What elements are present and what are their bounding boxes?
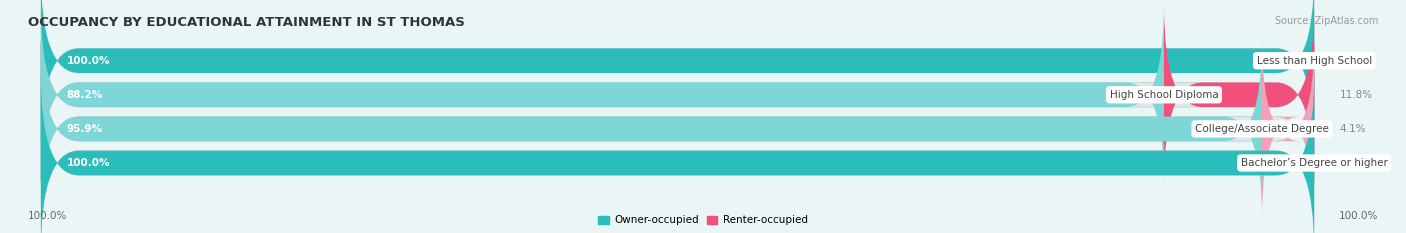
- Text: 11.8%: 11.8%: [1340, 90, 1372, 100]
- FancyBboxPatch shape: [1164, 5, 1315, 185]
- FancyBboxPatch shape: [41, 39, 1263, 219]
- Text: Source: ZipAtlas.com: Source: ZipAtlas.com: [1274, 16, 1378, 26]
- FancyBboxPatch shape: [41, 0, 1315, 151]
- Text: 0.0%: 0.0%: [1340, 158, 1367, 168]
- Text: 100.0%: 100.0%: [28, 211, 67, 221]
- FancyBboxPatch shape: [41, 5, 1164, 185]
- Text: 0.0%: 0.0%: [1340, 56, 1367, 66]
- Text: Less than High School: Less than High School: [1257, 56, 1372, 66]
- Text: High School Diploma: High School Diploma: [1109, 90, 1219, 100]
- Legend: Owner-occupied, Renter-occupied: Owner-occupied, Renter-occupied: [595, 211, 811, 230]
- Text: College/Associate Degree: College/Associate Degree: [1195, 124, 1329, 134]
- FancyBboxPatch shape: [41, 5, 1315, 185]
- FancyBboxPatch shape: [41, 0, 1315, 151]
- FancyBboxPatch shape: [1263, 39, 1315, 219]
- Text: 4.1%: 4.1%: [1340, 124, 1367, 134]
- Text: 88.2%: 88.2%: [66, 90, 103, 100]
- Text: 100.0%: 100.0%: [66, 158, 110, 168]
- Text: 100.0%: 100.0%: [66, 56, 110, 66]
- FancyBboxPatch shape: [41, 73, 1315, 233]
- Text: 100.0%: 100.0%: [1339, 211, 1378, 221]
- Text: 95.9%: 95.9%: [66, 124, 103, 134]
- FancyBboxPatch shape: [41, 39, 1315, 219]
- Text: Bachelor’s Degree or higher: Bachelor’s Degree or higher: [1240, 158, 1388, 168]
- FancyBboxPatch shape: [41, 73, 1315, 233]
- Text: OCCUPANCY BY EDUCATIONAL ATTAINMENT IN ST THOMAS: OCCUPANCY BY EDUCATIONAL ATTAINMENT IN S…: [28, 16, 465, 29]
